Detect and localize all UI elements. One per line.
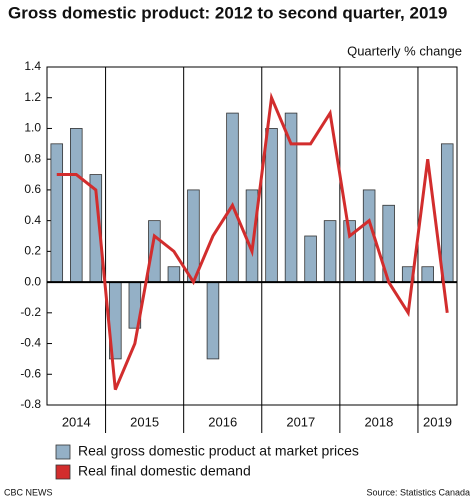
x-tick-label: 2019 (423, 414, 452, 429)
bar (440, 143, 454, 283)
line (56, 92, 449, 391)
y-tick-label: -0.6 (20, 366, 41, 380)
y-tick-label: 0.8 (24, 151, 41, 165)
y-tick-label: 0.0 (24, 274, 41, 288)
bar (70, 128, 83, 283)
bar (167, 266, 181, 283)
y-tick-label: 0.4 (24, 213, 41, 227)
y-tick-label: 0.2 (24, 244, 41, 258)
bar (50, 143, 64, 283)
bar (206, 281, 220, 360)
y-tick-label: -0.8 (20, 397, 41, 411)
x-tick-label: 2015 (130, 414, 159, 429)
legend-label: Real final domestic demand (78, 463, 251, 479)
plot-frame (46, 66, 458, 406)
y-tick-label: 0.6 (24, 182, 41, 196)
source: Source: Statistics Canada (366, 487, 470, 497)
bar (304, 235, 317, 283)
legend-label: Real gross domestic product at market pr… (78, 443, 359, 459)
x-tick-label: 2017 (286, 414, 315, 429)
legend-swatch (55, 444, 71, 460)
bar (323, 220, 337, 283)
y-tick-label: -0.2 (20, 305, 41, 319)
chart-subtitle: Quarterly % change (347, 43, 462, 58)
bar (245, 189, 259, 283)
bar (284, 112, 298, 283)
x-tick-label: 2018 (364, 414, 393, 429)
bar (265, 128, 278, 283)
y-tick-label: -0.4 (20, 336, 41, 350)
credit: CBC NEWS (4, 487, 53, 497)
bar (187, 189, 200, 283)
bar (421, 266, 434, 283)
y-tick-label: 1.0 (24, 121, 41, 135)
y-tick-label: 1.4 (24, 59, 41, 73)
legend-swatch (55, 464, 71, 480)
chart-title: Gross domestic product: 2012 to second q… (8, 3, 447, 22)
x-tick-label: 2016 (208, 414, 237, 429)
x-tick-label: 2014 (62, 414, 91, 429)
y-tick-label: 1.2 (24, 90, 41, 104)
bar (226, 112, 239, 283)
